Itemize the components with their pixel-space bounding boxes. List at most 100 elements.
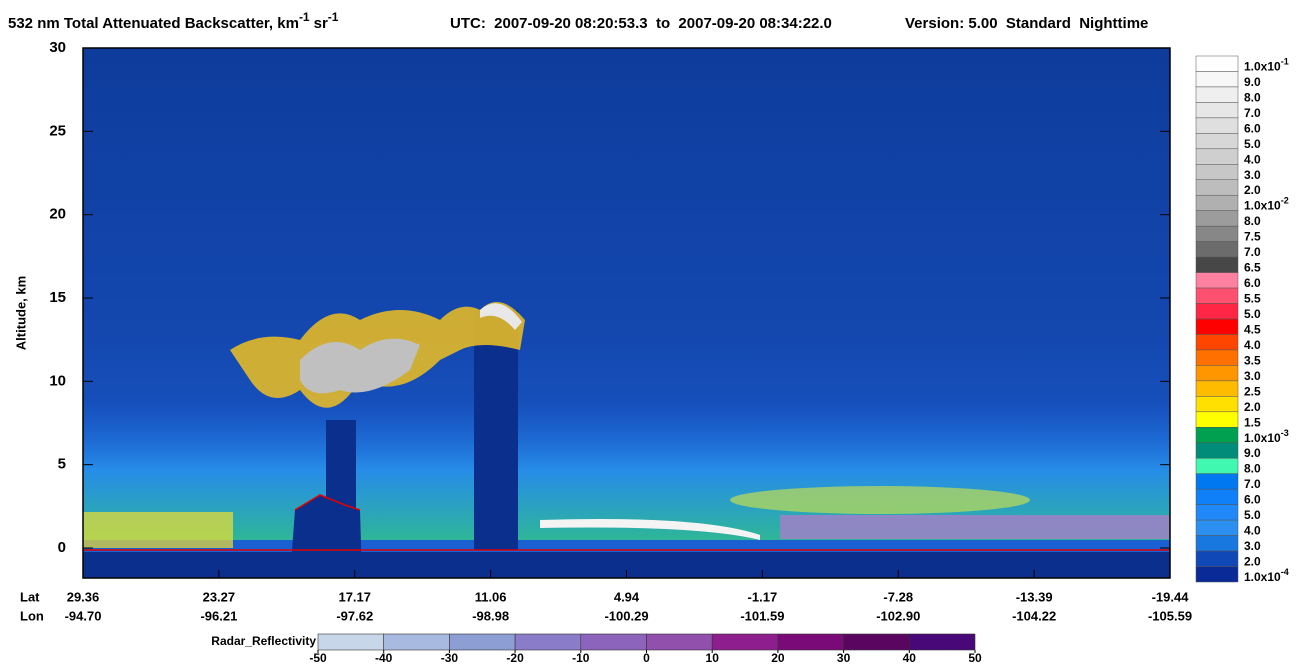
radar-swatch [711, 633, 779, 651]
colorbar-label: 6.0 [1244, 122, 1261, 136]
colorbar-swatch [1195, 210, 1239, 227]
colorbar-label: 1.5 [1244, 415, 1261, 429]
colorbar-label: 6.5 [1244, 261, 1261, 275]
colorbar-label-exp: -4 [1281, 567, 1289, 577]
lon-tick-label: -100.29 [604, 608, 648, 623]
colorbar-label: 1.0x10-1 [1244, 57, 1289, 74]
radar-tick-label: -10 [572, 651, 590, 665]
radar-swatch [317, 633, 384, 651]
colorbar-label-text: 3.0 [1244, 539, 1261, 553]
colorbar-swatch [1195, 133, 1239, 150]
lon-tick-label: -101.59 [740, 608, 784, 623]
colorbar-label-text: 7.0 [1244, 106, 1261, 120]
colorbar-swatch [1195, 241, 1239, 258]
y-tick-label: 0 [58, 539, 66, 556]
colorbar-label: 7.0 [1244, 106, 1261, 120]
y-axis-label: Altitude, km [13, 276, 28, 350]
colorbar-label: 2.0 [1244, 400, 1261, 414]
colorbar-label-text: 2.0 [1244, 400, 1261, 414]
colorbar-swatch [1195, 148, 1239, 165]
colorbar-label: 4.0 [1244, 152, 1261, 166]
colorbar-label: 2.0 [1244, 183, 1261, 197]
colorbar-label: 8.0 [1244, 91, 1261, 105]
colorbar-label-text: 4.0 [1244, 338, 1261, 352]
colorbar-label: 8.0 [1244, 462, 1261, 476]
lat-tick-label: 17.17 [338, 589, 371, 604]
colorbar-swatch [1195, 488, 1239, 505]
colorbar-label: 3.0 [1244, 369, 1261, 383]
colorbar-label: 5.0 [1244, 307, 1261, 321]
lat-tick-label: 29.36 [67, 589, 100, 604]
lat-label: Lat [20, 589, 40, 604]
colorbar-swatch [1195, 457, 1239, 474]
lon-tick-label: -98.98 [472, 608, 509, 623]
chart-title: 532 nm Total Attenuated Backscatter, km -… [8, 10, 339, 32]
colorbar-swatch [1195, 396, 1239, 413]
lon-tick-label: -97.62 [336, 608, 373, 623]
colorbar-swatch [1195, 225, 1239, 242]
colorbar-label: 7.5 [1244, 230, 1261, 244]
lon-tick-label: -104.22 [1012, 608, 1056, 623]
colorbar-swatch [1195, 519, 1239, 536]
colorbar-label: 5.5 [1244, 292, 1261, 306]
lon-tick-label: -96.21 [200, 608, 237, 623]
colorbar-label-exp: -1 [1281, 57, 1289, 67]
colorbar-swatch [1195, 427, 1239, 444]
radar-swatch [580, 633, 647, 651]
lat-tick-label: -1.17 [748, 589, 778, 604]
colorbar-swatch [1195, 365, 1239, 382]
radar-tick-label: 50 [968, 651, 982, 665]
colorbar-label-text: 1.0x10 [1244, 570, 1281, 584]
y-tick-label: 5 [58, 456, 66, 473]
lon-tick-label: -105.59 [1148, 608, 1192, 623]
colorbar-label: 6.0 [1244, 276, 1261, 290]
title-main: 532 nm Total Attenuated Backscatter, km [8, 15, 299, 32]
colorbar-label: 6.0 [1244, 493, 1261, 507]
colorbar-label-text: 1.0x10 [1244, 431, 1281, 445]
radar-swatch [514, 633, 582, 651]
colorbar-label: 4.0 [1244, 338, 1261, 352]
lat-tick-label: 11.06 [475, 589, 507, 604]
colorbar-swatch [1195, 442, 1239, 459]
lon-tick-label: -94.70 [65, 608, 102, 623]
colorbar-label-text: 6.5 [1244, 261, 1261, 275]
colorbar-label-text: 6.0 [1244, 276, 1261, 290]
colorbar-label-text: 5.0 [1244, 508, 1261, 522]
colorbar-label: 4.0 [1244, 524, 1261, 538]
colorbar-label: 7.0 [1244, 477, 1261, 491]
colorbar-label: 3.0 [1244, 539, 1261, 553]
lat-tick-label: 4.94 [614, 589, 640, 604]
colorbar-swatch [1195, 380, 1239, 397]
colorbar-label-text: 7.5 [1244, 230, 1261, 244]
colorbar-label-text: 3.0 [1244, 168, 1261, 182]
title-exp: -1 [328, 10, 339, 24]
lat-tick-label: -13.39 [1016, 589, 1053, 604]
colorbar-label-text: 8.0 [1244, 91, 1261, 105]
y-tick-label: 25 [49, 122, 66, 139]
radar-tick-label: 30 [837, 651, 851, 665]
colorbar-swatch [1195, 303, 1239, 320]
colorbar-label-text: 5.0 [1244, 307, 1261, 321]
colorbar-swatch [1195, 272, 1239, 289]
colorbar-swatch [1195, 349, 1239, 366]
colorbar-label-text: 2.0 [1244, 183, 1261, 197]
colorbar-label: 1.0x10-3 [1244, 428, 1289, 445]
utc-range: UTC: 2007-09-20 08:20:53.3 to 2007-09-20… [450, 15, 832, 32]
radar-tick-label: 40 [903, 651, 917, 665]
radar-tick-label: 20 [771, 651, 785, 665]
radar-swatch [777, 633, 844, 651]
colorbar-label: 3.0 [1244, 168, 1261, 182]
colorbar-label: 2.0 [1244, 555, 1261, 569]
colorbar-swatch [1195, 334, 1239, 351]
colorbar-label-text: 7.0 [1244, 477, 1261, 491]
colorbar-label: 7.0 [1244, 245, 1261, 259]
y-tick-label: 15 [49, 289, 66, 306]
colorbar-label-text: 3.5 [1244, 354, 1261, 368]
colorbar-swatch [1195, 318, 1239, 335]
colorbar-swatch [1195, 86, 1239, 103]
colorbar-label-text: 9.0 [1244, 446, 1261, 460]
colorbar-label-text: 6.0 [1244, 122, 1261, 136]
radar-tick-label: -30 [441, 651, 459, 665]
colorbar-swatch [1195, 179, 1239, 196]
colorbar-label: 3.5 [1244, 354, 1261, 368]
